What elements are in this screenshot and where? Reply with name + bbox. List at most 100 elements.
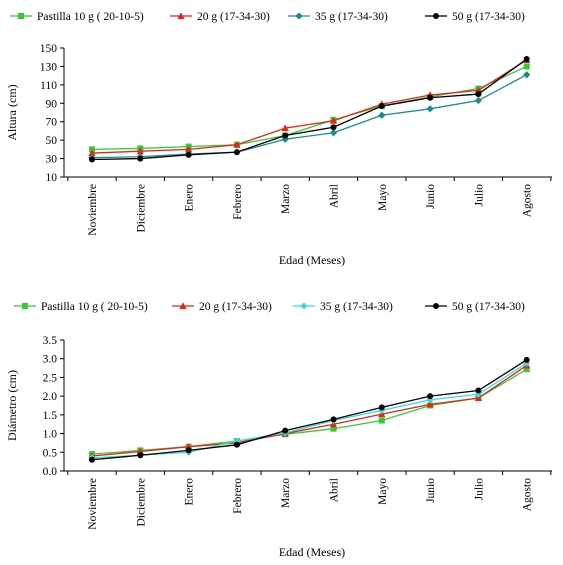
x-tick-label-agosto: Agosto — [522, 184, 534, 217]
x-tick-label-junio: Junio — [425, 478, 437, 503]
x-tick-label-junio: Junio — [425, 184, 437, 209]
y-tick-label: 130 — [40, 61, 58, 73]
legend-item-pastilla-10-g-20-10-5: Pastilla 10 g ( 20-10-5) — [10, 11, 144, 23]
legend-item-50-g-17-34-30: 50 g (17-34-30) — [425, 301, 525, 313]
legend-item-35-g-17-34-30: 35 g (17-34-30) — [288, 11, 388, 23]
x-axis-title: Edad (Meses) — [279, 545, 345, 559]
data-point-noviembre — [89, 456, 95, 463]
y-tick-label: 2.0 — [43, 391, 58, 403]
y-tick-label: 30 — [46, 154, 58, 166]
series-line — [91, 58, 528, 161]
data-point-enero — [185, 442, 193, 450]
y-tick-label: 0.0 — [43, 466, 58, 478]
data-point-febrero — [233, 437, 241, 445]
data-point-julio — [475, 387, 482, 394]
x-tick-label-febrero: Febrero — [232, 478, 244, 514]
x-tick-label-enero: Enero — [184, 184, 196, 212]
legend-marker — [433, 13, 439, 19]
series-20-g-17-34-30 — [88, 361, 531, 460]
y-tick-label: 1.0 — [43, 429, 58, 441]
data-point-noviembre — [88, 149, 96, 157]
legend-marker — [300, 302, 308, 310]
legend-label: 50 g (17-34-30) — [452, 301, 525, 313]
legend-item-pastilla-10-g-20-10-5: Pastilla 10 g ( 20-10-5) — [14, 301, 148, 313]
y-tick-label: 0.5 — [43, 447, 58, 459]
legend-label: 35 g (17-34-30) — [315, 11, 388, 23]
legend-item-50-g-17-34-30: 50 g (17-34-30) — [425, 11, 525, 23]
legend-label: 20 g (17-34-30) — [197, 11, 270, 23]
series-20-g-17-34-30 — [88, 56, 531, 157]
data-point-febrero — [233, 140, 241, 148]
data-point-mayo — [378, 404, 385, 411]
y-tick-label: 1.5 — [43, 410, 58, 422]
data-point-abril — [329, 129, 338, 137]
data-point-junio — [427, 94, 434, 101]
series-line — [91, 364, 528, 457]
data-point-abril — [330, 124, 337, 131]
altura-chart: 10 30 50 70 90 110 130 150 Noviembre Diciembre Ene… — [5, 11, 552, 267]
data-point-diciembre — [136, 147, 144, 155]
legend-item-20-g-17-34-30: 20 g (17-34-30) — [172, 301, 272, 313]
x-tick-label-marzo: Marzo — [280, 478, 292, 508]
data-point-enero — [185, 151, 192, 158]
data-point-marzo — [282, 427, 289, 434]
data-point-junio — [427, 393, 434, 400]
x-tick-label-agosto: Agosto — [522, 478, 534, 511]
x-tick-label-febrero: Febrero — [232, 184, 244, 220]
data-point-agosto — [523, 366, 530, 373]
series-pastilla-10-g-20-10-5 — [89, 366, 530, 458]
data-point-junio — [426, 105, 434, 113]
series-line — [91, 368, 528, 455]
series-line — [91, 59, 528, 154]
series-50-g-17-34-30 — [89, 356, 530, 463]
x-tick-label-noviembre: Noviembre — [87, 478, 99, 530]
data-point-agosto — [523, 356, 530, 363]
legend-marker — [295, 12, 303, 20]
data-point-agosto — [523, 63, 530, 70]
series-line — [91, 362, 528, 459]
x-tick-label-julio: Julio — [473, 478, 485, 501]
data-point-agosto — [523, 56, 530, 63]
legend-item-35-g-17-34-30: 35 g (17-34-30) — [293, 301, 393, 313]
x-tick-label-diciembre: Diciembre — [135, 478, 147, 527]
data-point-febrero — [233, 441, 240, 448]
y-axis-title: Diámetro (cm) — [5, 370, 19, 441]
x-tick-label-marzo: Marzo — [280, 184, 292, 214]
y-tick-label: 70 — [46, 117, 58, 129]
x-axis-title: Edad (Meses) — [279, 253, 345, 267]
data-point-abril — [330, 425, 337, 432]
data-point-abril — [330, 416, 337, 423]
x-tick-label-mayo: Mayo — [377, 184, 389, 211]
legend-marker — [179, 302, 187, 309]
data-point-mayo — [378, 103, 385, 110]
data-point-julio — [475, 91, 482, 98]
data-point-febrero — [233, 149, 240, 156]
x-tick-label-abril: Abril — [329, 184, 341, 208]
y-axis-title: Altura (cm) — [5, 84, 19, 140]
legend-marker — [18, 13, 24, 19]
x-tick-label-diciembre: Diciembre — [135, 184, 147, 233]
legend-label: 20 g (17-34-30) — [199, 301, 272, 313]
x-tick-label-enero: Enero — [184, 478, 196, 506]
y-tick-label: 150 — [40, 43, 58, 55]
legend-label: Pastilla 10 g ( 20-10-5) — [41, 301, 148, 313]
x-tick-label-julio: Julio — [473, 184, 485, 207]
diametro-chart: 0.0 0.5 1.0 1.5 2.0 2.5 3.0 3.5 Noviembre Diciemb… — [5, 301, 552, 559]
data-point-junio — [426, 396, 434, 404]
legend-label: Pastilla 10 g ( 20-10-5) — [37, 11, 144, 23]
data-point-agosto — [523, 359, 531, 367]
data-point-junio — [426, 400, 434, 408]
series-line — [91, 74, 528, 159]
data-point-agosto — [523, 71, 531, 79]
data-point-diciembre — [137, 452, 144, 459]
data-point-diciembre — [136, 447, 144, 455]
series-line — [91, 359, 528, 461]
legend-item-20-g-17-34-30: 20 g (17-34-30) — [170, 11, 270, 23]
legend-marker — [433, 303, 439, 309]
series-35-g-17-34-30 — [88, 359, 531, 462]
series-line — [91, 65, 527, 151]
data-point-diciembre — [137, 155, 144, 162]
data-point-marzo — [282, 132, 289, 139]
legend-marker — [22, 303, 28, 309]
y-tick-label: 110 — [40, 80, 57, 92]
